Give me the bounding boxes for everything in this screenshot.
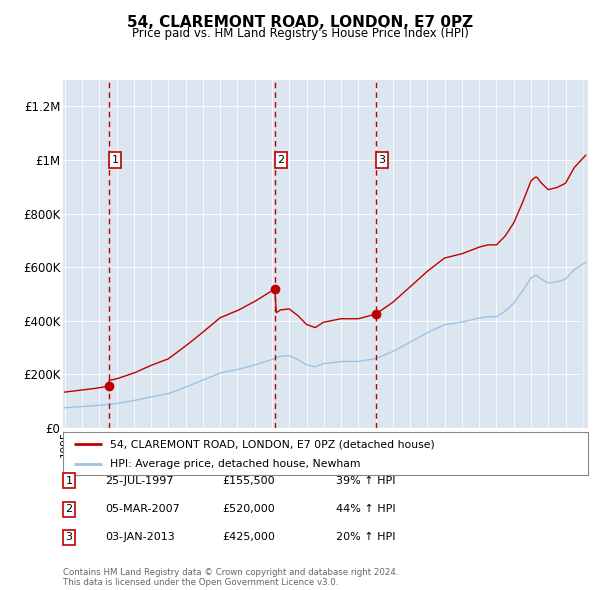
Bar: [578, 80, 589, 428]
Text: 39% ↑ HPI: 39% ↑ HPI: [336, 476, 395, 486]
Text: 2: 2: [277, 155, 284, 165]
Bar: [578, 80, 589, 428]
Text: 25-JUL-1997: 25-JUL-1997: [105, 476, 173, 486]
Text: 3: 3: [379, 155, 385, 165]
Text: 03-JAN-2013: 03-JAN-2013: [105, 533, 175, 542]
Text: 05-MAR-2007: 05-MAR-2007: [105, 504, 180, 514]
Text: 3: 3: [65, 533, 73, 542]
Text: 1: 1: [112, 155, 118, 165]
Text: Price paid vs. HM Land Registry's House Price Index (HPI): Price paid vs. HM Land Registry's House …: [131, 27, 469, 40]
Text: 54, CLAREMONT ROAD, LONDON, E7 0PZ: 54, CLAREMONT ROAD, LONDON, E7 0PZ: [127, 15, 473, 30]
Text: Contains HM Land Registry data © Crown copyright and database right 2024.
This d: Contains HM Land Registry data © Crown c…: [63, 568, 398, 587]
Text: 44% ↑ HPI: 44% ↑ HPI: [336, 504, 395, 514]
Text: 1: 1: [65, 476, 73, 486]
Text: £155,500: £155,500: [222, 476, 275, 486]
Text: 20% ↑ HPI: 20% ↑ HPI: [336, 533, 395, 542]
Text: £520,000: £520,000: [222, 504, 275, 514]
Text: £425,000: £425,000: [222, 533, 275, 542]
Text: HPI: Average price, detached house, Newham: HPI: Average price, detached house, Newh…: [110, 460, 361, 469]
Text: 2: 2: [65, 504, 73, 514]
Text: 54, CLAREMONT ROAD, LONDON, E7 0PZ (detached house): 54, CLAREMONT ROAD, LONDON, E7 0PZ (deta…: [110, 440, 435, 450]
